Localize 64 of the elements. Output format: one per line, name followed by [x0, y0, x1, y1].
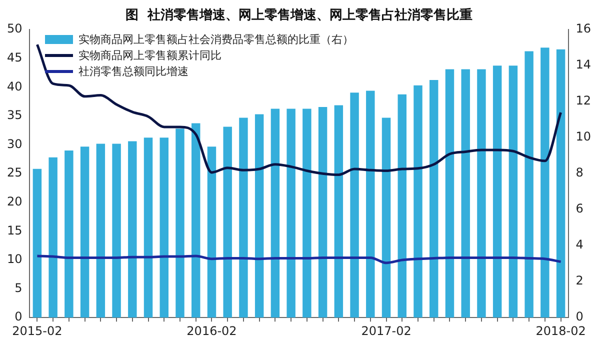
y2-tick-label: 4 [576, 238, 584, 252]
y2-tick-label: 10 [576, 130, 592, 144]
y-tick-label: 15 [6, 223, 22, 238]
bar [96, 144, 106, 318]
x-tick-label: 2016-02 [186, 324, 237, 338]
y-tick-label: 40 [6, 79, 22, 94]
legend-label: 社消零售总额同比增速 [78, 64, 188, 80]
x-tick-label: 2018-02 [536, 324, 586, 338]
bar [144, 138, 153, 318]
y-tick-label: 45 [6, 50, 22, 65]
y2-tick-label: 0 [576, 310, 584, 324]
y2-tick-label: 2 [576, 274, 584, 288]
y-tick-label: 10 [6, 252, 22, 266]
bar [492, 66, 502, 318]
y-tick-label: 30 [6, 136, 22, 151]
bar [366, 90, 375, 318]
y-tick-label: 50 [6, 22, 22, 36]
bar [445, 69, 454, 318]
line-series [36, 43, 562, 176]
bar [540, 48, 550, 318]
y-tick-label: 5 [14, 280, 22, 295]
bar [80, 146, 90, 318]
bar [318, 107, 328, 318]
bar [32, 168, 42, 318]
x-tick-label: 2017-02 [361, 324, 412, 338]
y2-tick-label: 16 [576, 22, 592, 36]
bar [477, 69, 486, 318]
bar [254, 114, 264, 318]
bar [508, 66, 518, 318]
bar [192, 123, 200, 318]
bar [176, 128, 184, 318]
y-tick-label: 0 [14, 310, 22, 324]
y-tick-label: 20 [6, 194, 22, 209]
legend-label: 实物商品网上零售额累计同比 [78, 48, 222, 64]
bar [160, 138, 168, 318]
y-tick-label: 35 [6, 108, 22, 122]
bar [430, 80, 438, 318]
bar [350, 92, 359, 318]
chart-title: 图 社消零售增速、网上零售增速、网上零售占社消零售比重 [125, 7, 473, 24]
bar [461, 69, 470, 318]
bar [239, 118, 248, 318]
bar [556, 49, 566, 318]
bar [334, 105, 344, 318]
legend-label: 实物商品网上零售额占社会消费品零售总额的比重（右） [78, 32, 354, 48]
bar [48, 157, 58, 318]
bar [64, 150, 74, 318]
bar [270, 108, 280, 318]
y2-tick-label: 14 [576, 58, 592, 72]
bar [112, 144, 121, 318]
y2-tick-label: 8 [576, 166, 584, 180]
bar [382, 118, 391, 318]
bar [286, 108, 296, 318]
y-tick-label: 25 [6, 166, 22, 180]
bar [524, 51, 534, 318]
x-tick-label: 2015-02 [12, 324, 62, 338]
y2-tick-label: 6 [576, 202, 584, 216]
y2-tick-label: 12 [576, 94, 592, 108]
bar [398, 94, 406, 318]
bar [302, 108, 312, 318]
bar [128, 141, 137, 318]
bar [207, 146, 216, 318]
line-series [36, 254, 562, 264]
bar [223, 126, 232, 318]
bar [414, 85, 422, 318]
